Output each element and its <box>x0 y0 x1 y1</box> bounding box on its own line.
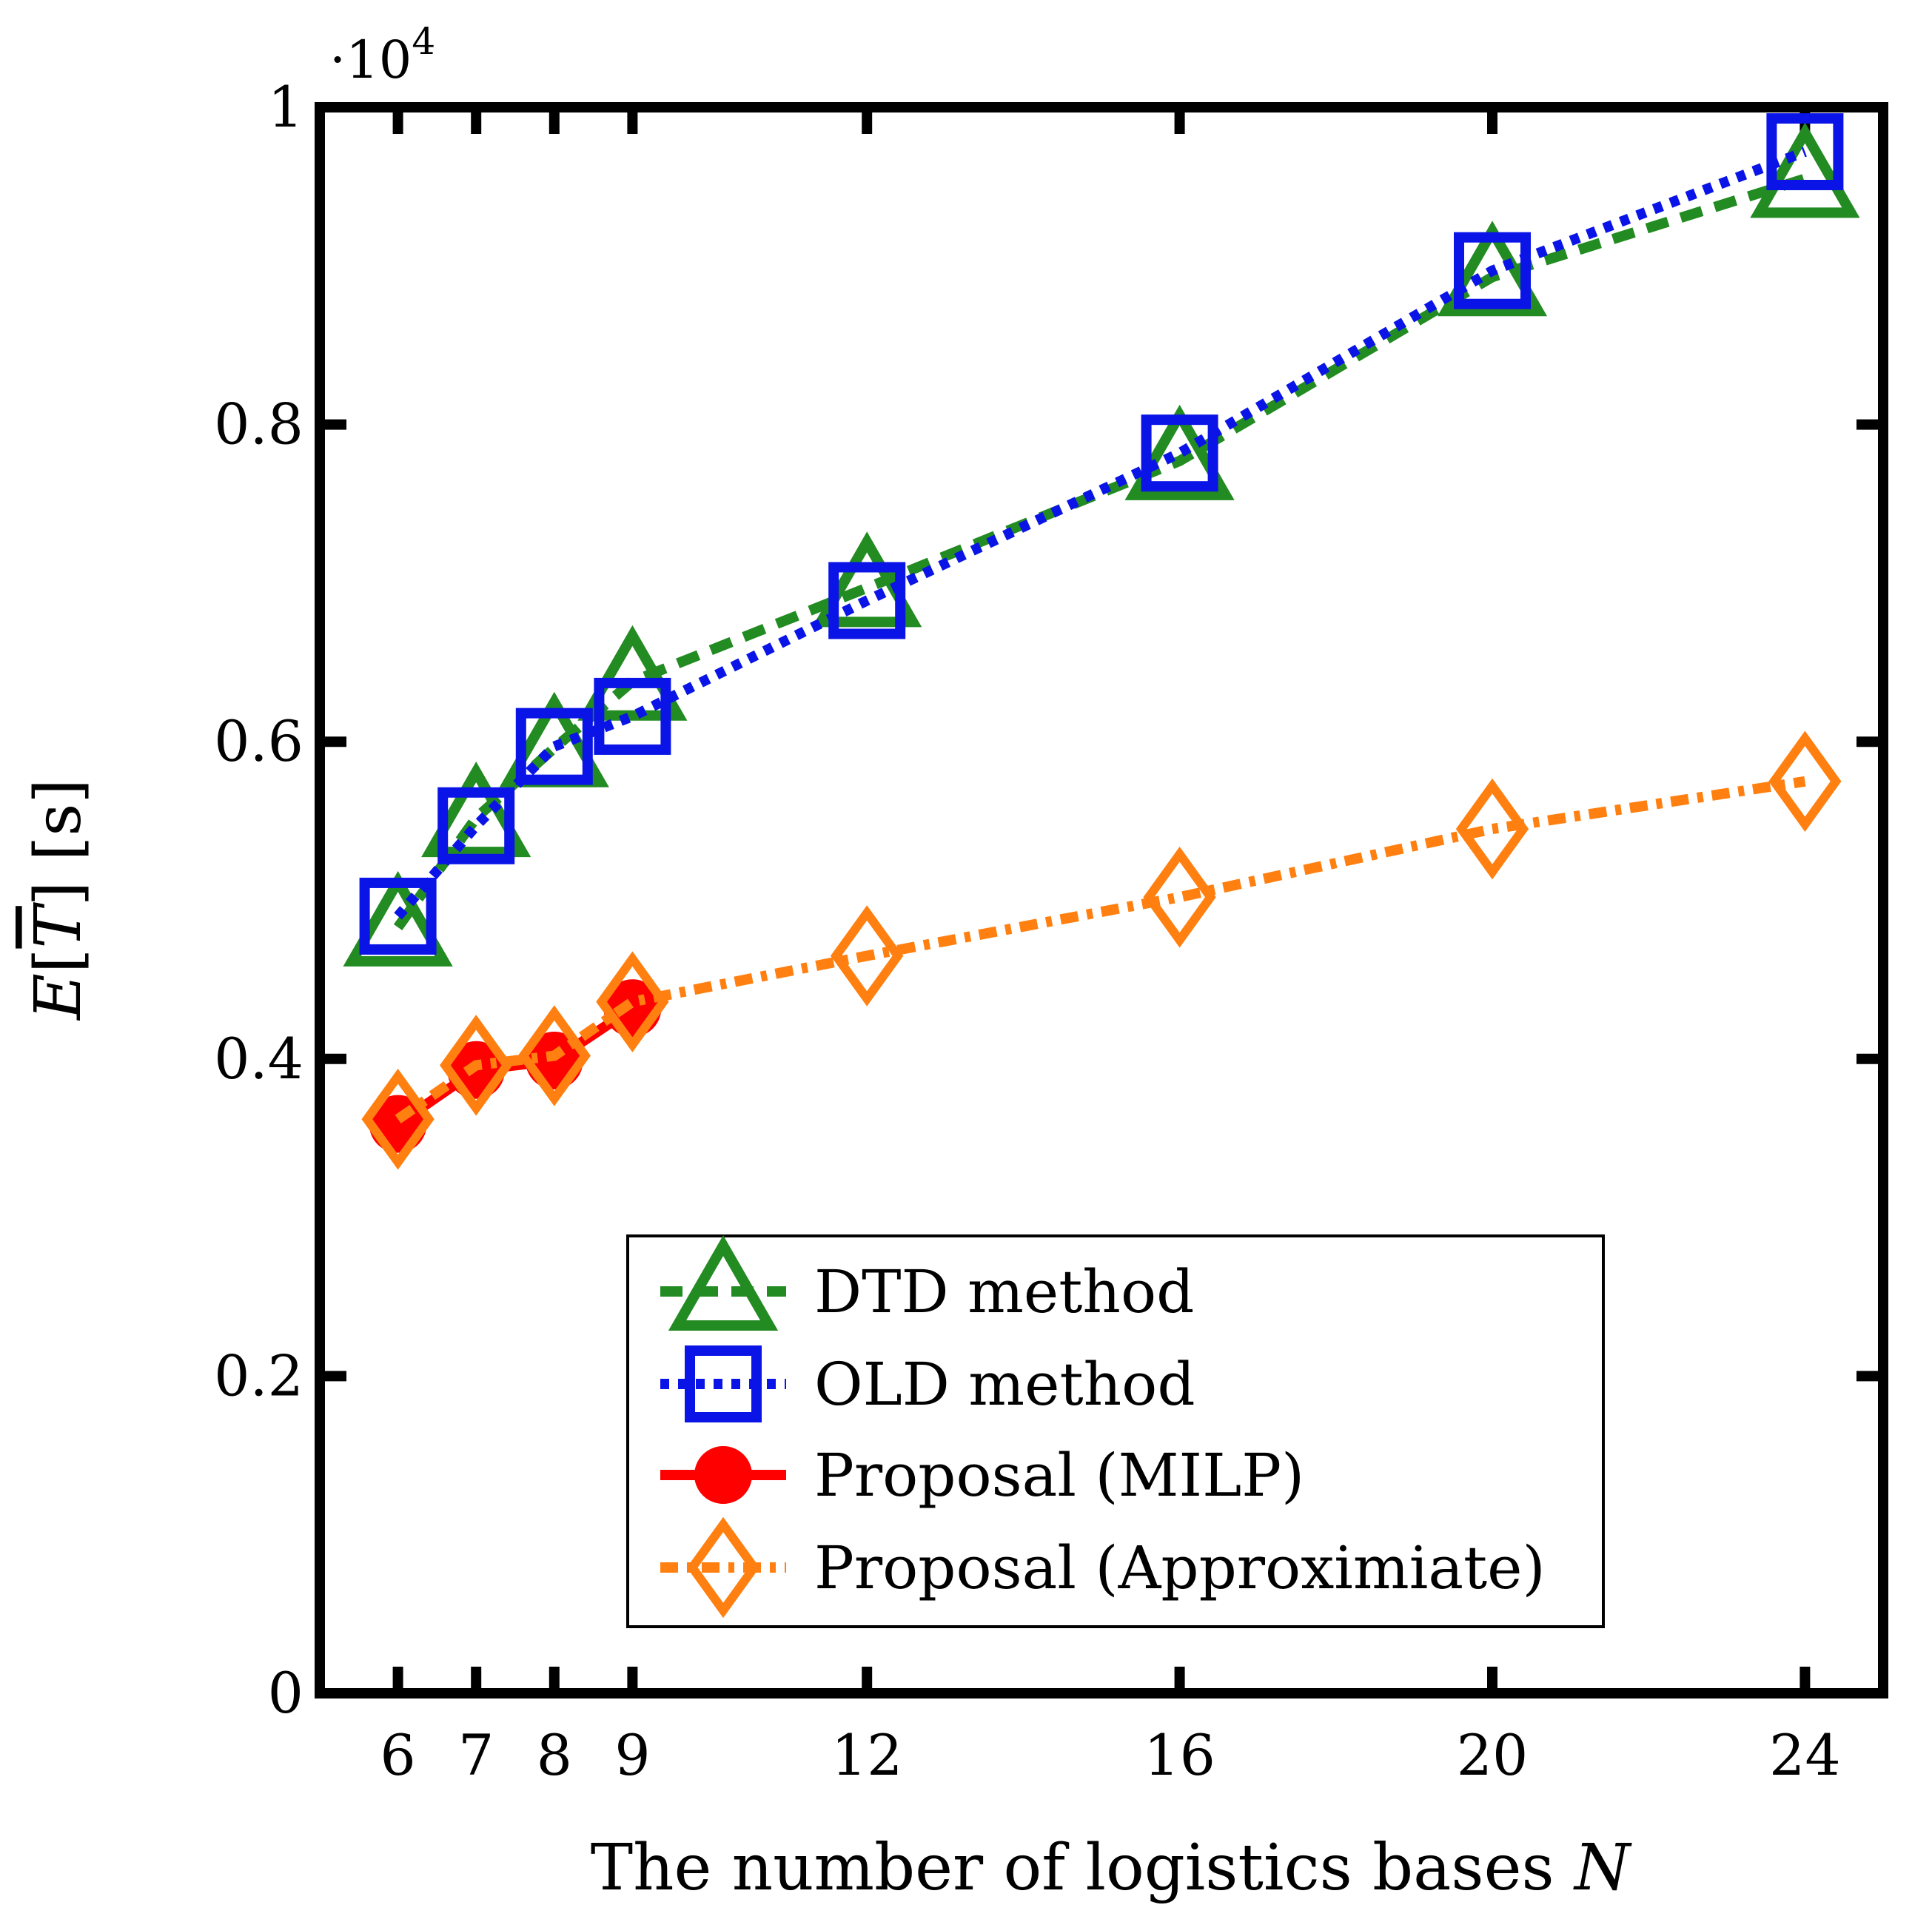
legend-label: DTD method <box>814 1257 1194 1326</box>
x-tick-label: 24 <box>1769 1722 1841 1788</box>
y-tick-label: 0.8 <box>214 392 303 457</box>
y-tick-label: 1 <box>268 74 303 140</box>
x-tick-label: 20 <box>1457 1722 1529 1788</box>
series-1 <box>359 113 1844 955</box>
data-point-diamond <box>1455 778 1529 880</box>
legend: DTD method OLD method Proposal (MILP) Propo… <box>626 1234 1605 1628</box>
legend-entries: DTD method OLD method Proposal (MILP) Propo… <box>660 1234 1546 1619</box>
data-point-triangle <box>812 531 922 628</box>
legend-entry: Proposal (Approximiate) <box>660 1516 1546 1619</box>
data-point-triangle <box>1437 221 1548 317</box>
x-tick-label: 6 <box>380 1722 415 1788</box>
data-point-diamond <box>831 905 904 1007</box>
legend-marker-diamond <box>686 1516 760 1619</box>
y-multiplier: ·104 <box>329 20 435 90</box>
series-line <box>395 776 1806 1123</box>
data-point-diamond <box>1768 730 1842 833</box>
y-axis-label-group: E[T] [s] <box>21 779 95 1021</box>
data-point-square <box>828 562 906 639</box>
data-point-square <box>359 877 437 955</box>
y-multiplier-exponent: 4 <box>412 20 435 63</box>
data-point-square <box>515 708 593 785</box>
data-point-triangle <box>1750 122 1860 218</box>
data-point-diamond <box>517 1005 591 1106</box>
data-point-diamond <box>1143 846 1216 948</box>
legend-label: Proposal (MILP) <box>814 1441 1304 1510</box>
data-point-triangle <box>421 762 531 858</box>
data-point-square <box>1766 113 1844 191</box>
data-point-diamond <box>596 951 669 1052</box>
data-point-diamond <box>361 1068 435 1170</box>
series-3 <box>361 730 1842 1170</box>
legend-marker-circle <box>694 1446 752 1504</box>
legend-entry: DTD method <box>660 1234 1194 1331</box>
y-axis-label: E[T] [s] <box>21 779 95 1021</box>
series-line <box>394 147 1807 920</box>
y-tick-label: 0.6 <box>214 708 303 774</box>
y-tick-label: 0 <box>268 1660 303 1726</box>
legend-marker-square <box>685 1345 762 1422</box>
x-tick-label: 8 <box>537 1722 572 1788</box>
legend-label: OLD method <box>814 1350 1195 1419</box>
data-point-triangle <box>343 870 453 967</box>
data-point-square <box>1141 414 1218 492</box>
y-tick-label: 0.2 <box>214 1343 303 1408</box>
data-point-triangle <box>577 625 688 721</box>
legend-label: Proposal (Approximiate) <box>814 1533 1546 1602</box>
series-layer <box>343 113 1860 1170</box>
x-tick-label: 7 <box>458 1722 494 1788</box>
y-tick-label: 0.4 <box>214 1026 303 1092</box>
x-axis-label: The number of logistics bases N <box>591 1831 1632 1905</box>
data-point-square <box>1454 232 1531 309</box>
series-line <box>395 1004 636 1129</box>
x-tick-label: 9 <box>614 1722 650 1788</box>
series-2 <box>369 979 662 1153</box>
legend-entry: OLD method <box>660 1345 1195 1422</box>
x-tick-label: 12 <box>831 1722 903 1788</box>
y-axis-label-T: T <box>21 902 95 949</box>
plot-area-frame <box>315 102 1888 1698</box>
legend-box <box>626 1234 1605 1628</box>
legend-entry: Proposal (MILP) <box>660 1441 1304 1510</box>
data-point-square <box>437 787 515 864</box>
data-point-diamond <box>440 1015 513 1116</box>
data-point-triangle <box>1124 404 1235 500</box>
data-point-square <box>594 677 671 755</box>
series-0 <box>343 122 1860 967</box>
legend-marker-triangle <box>668 1234 779 1331</box>
x-tick-label: 16 <box>1144 1722 1215 1788</box>
